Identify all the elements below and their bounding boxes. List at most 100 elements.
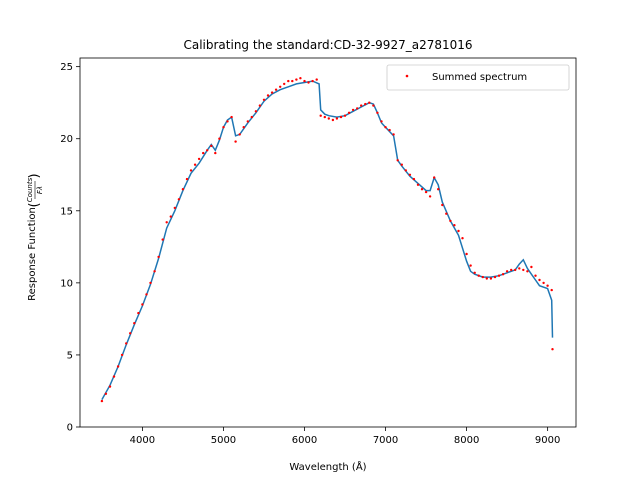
data-point (165, 221, 168, 224)
data-point (116, 365, 120, 368)
data-point (262, 98, 266, 102)
data-point (250, 115, 253, 119)
data-point (546, 284, 549, 287)
x-tick-label: 8000 (454, 435, 479, 446)
data-point (465, 252, 468, 256)
data-point (408, 173, 412, 176)
data-point (469, 264, 472, 267)
y-axis-close-paren: ) (27, 173, 42, 178)
y-axis-ticks: 0 5 10 15 20 25 (60, 62, 80, 434)
legend-box (386, 64, 570, 91)
data-point (161, 238, 164, 241)
data-point (177, 198, 181, 201)
data-point (485, 277, 488, 280)
data-point (100, 399, 104, 403)
data-point (542, 281, 545, 285)
data-point (404, 169, 407, 172)
data-point (551, 348, 554, 351)
data-point (169, 215, 172, 218)
data-point (522, 268, 525, 272)
data-point (331, 118, 335, 122)
data-point (510, 268, 513, 272)
data-point (360, 104, 363, 107)
data-point (327, 117, 330, 120)
y-axis-label-denominator: Fλ (36, 186, 44, 194)
data-point (303, 79, 306, 83)
data-point (461, 237, 464, 240)
data-point (210, 144, 213, 148)
data-point (380, 120, 383, 123)
x-tick-label: 5000 (211, 435, 236, 446)
data-point (372, 104, 375, 107)
data-point (477, 274, 480, 277)
data-point (242, 126, 245, 129)
data-point (104, 392, 108, 395)
data-point (234, 140, 237, 143)
data-point (145, 293, 148, 296)
data-point (437, 188, 440, 191)
data-point (428, 195, 432, 198)
data-point (497, 274, 501, 277)
data-point (449, 219, 452, 223)
data-point (433, 176, 436, 179)
data-point (218, 137, 221, 140)
data-point (274, 88, 278, 91)
y-tick-label: 20 (60, 134, 73, 145)
data-point (279, 85, 282, 89)
data-point (181, 188, 185, 191)
data-point (319, 114, 322, 117)
legend-marker (405, 74, 409, 78)
y-tick-label: 5 (67, 350, 73, 361)
data-point (137, 311, 140, 315)
data-point (493, 275, 497, 279)
x-tick-label: 9000 (535, 435, 560, 446)
data-point (206, 149, 209, 152)
data-point (266, 94, 270, 97)
data-point (295, 78, 298, 81)
data-point (173, 206, 176, 210)
data-point (283, 82, 286, 86)
data-point (396, 159, 399, 162)
data-point (514, 268, 517, 272)
data-point (125, 342, 128, 345)
axes-frame (79, 57, 577, 428)
data-point (189, 169, 193, 172)
data-point (287, 79, 290, 83)
data-point (230, 115, 233, 119)
x-tick-label: 6000 (292, 435, 317, 446)
data-point (441, 203, 444, 207)
data-point (416, 183, 420, 186)
data-point (149, 281, 152, 285)
data-point (141, 303, 144, 306)
data-point (311, 79, 314, 83)
data-point (339, 115, 343, 119)
data-point (214, 151, 217, 155)
data-point (157, 255, 160, 259)
y-axis-open-paren: ( (27, 202, 42, 207)
y-axis-label: Response Function Counts Fλ ( ) (26, 173, 44, 300)
data-point (347, 111, 351, 115)
data-point (246, 120, 249, 123)
data-point (530, 265, 533, 269)
legend: Summed spectrum (386, 64, 570, 91)
data-point (108, 385, 112, 388)
data-point (197, 157, 201, 161)
data-point (153, 270, 156, 273)
y-tick-label: 15 (60, 206, 73, 217)
legend-label: Summed spectrum (432, 72, 527, 83)
data-point (185, 177, 189, 181)
data-point (222, 126, 225, 129)
data-point (505, 270, 509, 273)
data-point (364, 102, 367, 106)
data-point (420, 188, 424, 191)
x-tick-label: 7000 (373, 435, 398, 446)
data-point (368, 101, 371, 104)
y-axis-label-numerator: Counts (26, 177, 34, 202)
data-point (226, 120, 229, 123)
data-point (392, 133, 395, 136)
data-point (315, 78, 318, 81)
data-point (534, 274, 537, 277)
data-point (202, 151, 205, 155)
data-point (323, 115, 326, 119)
